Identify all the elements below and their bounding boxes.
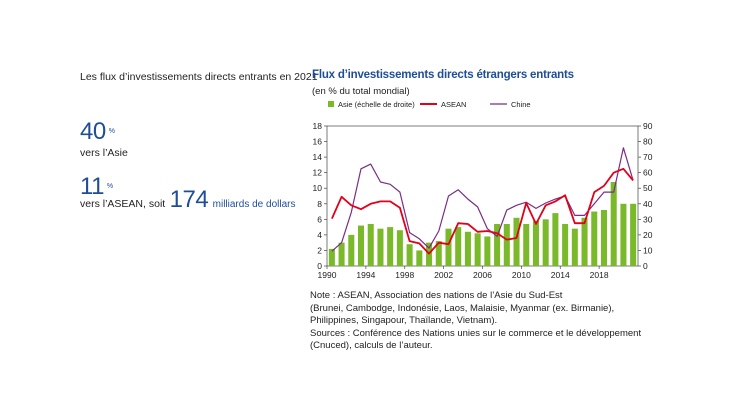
line-chine bbox=[331, 147, 634, 252]
right-axis-tick-label: 80 bbox=[643, 137, 653, 147]
bar-asie bbox=[620, 203, 627, 266]
bar-asie bbox=[416, 250, 423, 266]
bar-asie bbox=[406, 244, 413, 266]
bar-asie bbox=[610, 182, 617, 266]
x-axis-tick-label: 2006 bbox=[473, 270, 492, 280]
bar-asie bbox=[396, 230, 403, 266]
bar-asie bbox=[494, 224, 501, 266]
right-axis-tick-label: 60 bbox=[643, 168, 653, 178]
kpi-asean-line: vers l’ASEAN, soit 174 milliards de doll… bbox=[80, 186, 295, 214]
bar-asie bbox=[455, 227, 462, 266]
kpi-asia-unit: % bbox=[108, 127, 115, 135]
bar-asie bbox=[591, 211, 598, 266]
bar-asie bbox=[600, 210, 607, 266]
x-axis-tick-label: 1990 bbox=[318, 270, 337, 280]
bar-asie bbox=[358, 225, 365, 266]
left-axis-tick-label: 18 bbox=[313, 121, 323, 131]
x-axis-tick-label: 2002 bbox=[434, 270, 453, 280]
right-axis-tick-label: 30 bbox=[643, 214, 653, 224]
bar-asie bbox=[367, 224, 374, 266]
bar-asie bbox=[474, 233, 481, 266]
chart-subtitle: (en % du total mondial) bbox=[312, 86, 410, 97]
bar-asie bbox=[513, 217, 520, 266]
fdi-chart: Asie (échelle de droite) ASEAN Chine 0 2 4 6 8 1… bbox=[313, 100, 653, 280]
bar-asie bbox=[435, 241, 442, 266]
left-axis-tick-label: 0 bbox=[317, 261, 322, 271]
chart-notes: Note : ASEAN, Association des nations de… bbox=[310, 290, 710, 353]
bar-asie bbox=[571, 228, 578, 266]
bar-asie bbox=[387, 227, 394, 266]
x-axis-tick-label: 2010 bbox=[512, 270, 531, 280]
left-axis-tick-label: 12 bbox=[313, 168, 323, 178]
note-line: Philippines, Singapour, Thaïlande, Vietn… bbox=[310, 315, 498, 326]
right-axis-tick-label: 0 bbox=[643, 261, 648, 271]
kpi-asean-label: vers l’ASEAN, soit bbox=[80, 198, 166, 210]
chart-title: Flux d’investissements directs étrangers… bbox=[312, 69, 574, 81]
right-axis-tick-label: 90 bbox=[643, 121, 653, 131]
kpi-asean-unit: % bbox=[106, 182, 114, 190]
left-axis-tick-label: 2 bbox=[317, 245, 322, 255]
bar-asie bbox=[348, 234, 355, 266]
bar-asie bbox=[552, 213, 559, 266]
right-axis-tick-label: 70 bbox=[643, 152, 653, 162]
kpi-asia-value: 40 bbox=[80, 118, 106, 145]
bar-asie bbox=[445, 228, 452, 266]
left-axis-tick-label: 4 bbox=[317, 230, 322, 240]
left-axis-tick-label: 10 bbox=[313, 183, 323, 193]
left-axis-tick-label: 6 bbox=[317, 214, 322, 224]
kpi-asia-label: vers l’Asie bbox=[80, 147, 128, 159]
legend-label-chine: Chine bbox=[511, 100, 531, 109]
right-axis-tick-label: 20 bbox=[643, 230, 653, 240]
left-axis-tick-label: 14 bbox=[313, 152, 323, 162]
bar-asie bbox=[338, 242, 345, 266]
kpi-asean: 11% bbox=[80, 173, 113, 201]
bar-asie bbox=[562, 224, 569, 266]
bar-asie bbox=[503, 224, 510, 266]
bar-asie bbox=[484, 236, 491, 266]
bar-asie bbox=[523, 224, 530, 266]
source-line: (Cnuced), calculs de l’auteur. bbox=[310, 340, 433, 351]
note-line: (Brunei, Cambodge, Indonésie, Laos, Mala… bbox=[310, 302, 615, 314]
legend-swatch-asie bbox=[328, 101, 334, 107]
x-axis-tick-label: 1998 bbox=[395, 270, 414, 280]
bar-asie bbox=[542, 219, 549, 266]
kpi-asean-amount: 174 bbox=[169, 186, 209, 213]
left-axis-tick-label: 8 bbox=[317, 199, 322, 209]
legend-label-asean: ASEAN bbox=[441, 100, 466, 109]
x-axis-tick-label: 2014 bbox=[551, 270, 570, 280]
kpi-heading: Les flux d’investissements directs entra… bbox=[80, 71, 318, 83]
line-asean bbox=[331, 167, 634, 255]
bar-asie bbox=[377, 228, 384, 266]
bar-asie bbox=[581, 217, 588, 266]
bar-asie bbox=[532, 220, 539, 266]
source-line: Sources : Conférence des Nations unies s… bbox=[310, 327, 642, 339]
legend-label-asie: Asie (échelle de droite) bbox=[338, 100, 415, 109]
right-axis-tick-label: 10 bbox=[643, 245, 653, 255]
kpi-asean-amount-label: milliards de dollars bbox=[212, 199, 296, 210]
bar-asie bbox=[328, 248, 335, 266]
right-axis-tick-label: 40 bbox=[643, 199, 653, 209]
x-axis-tick-label: 2018 bbox=[590, 270, 609, 280]
bar-asie bbox=[464, 231, 471, 266]
right-axis-tick-label: 50 bbox=[643, 183, 653, 193]
x-axis-tick-label: 1994 bbox=[356, 270, 375, 280]
kpi-asia: 40% bbox=[80, 118, 115, 146]
left-axis-tick-label: 16 bbox=[313, 137, 323, 147]
bar-asie bbox=[630, 203, 637, 266]
note-line: Note : ASEAN, Association des nations de… bbox=[310, 290, 563, 301]
kpi-asean-value: 11 bbox=[80, 173, 104, 200]
